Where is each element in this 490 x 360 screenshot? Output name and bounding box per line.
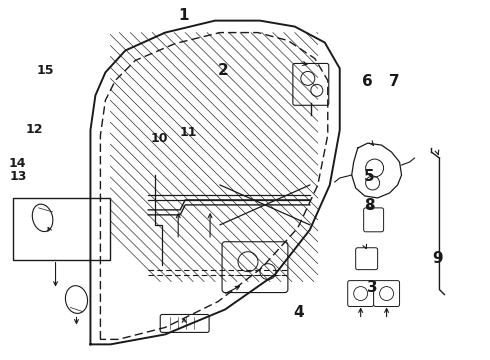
FancyBboxPatch shape xyxy=(293,63,329,105)
Text: 6: 6 xyxy=(362,74,372,89)
Text: 5: 5 xyxy=(364,169,375,184)
Text: 2: 2 xyxy=(218,63,228,78)
FancyBboxPatch shape xyxy=(364,208,384,232)
Text: 7: 7 xyxy=(389,74,399,89)
FancyBboxPatch shape xyxy=(222,242,288,293)
FancyBboxPatch shape xyxy=(356,248,378,270)
FancyBboxPatch shape xyxy=(160,315,209,332)
Text: 8: 8 xyxy=(364,198,375,213)
Text: 3: 3 xyxy=(367,280,377,295)
Ellipse shape xyxy=(32,204,53,231)
Text: 9: 9 xyxy=(433,251,443,266)
Text: 12: 12 xyxy=(25,123,43,136)
FancyBboxPatch shape xyxy=(348,280,374,306)
Text: 13: 13 xyxy=(9,170,26,183)
Ellipse shape xyxy=(65,286,88,314)
FancyBboxPatch shape xyxy=(374,280,399,306)
Text: 11: 11 xyxy=(180,126,197,139)
Text: 4: 4 xyxy=(294,305,304,320)
Text: 15: 15 xyxy=(37,64,54,77)
Bar xyxy=(13,198,110,260)
Text: 1: 1 xyxy=(179,8,189,23)
Text: 10: 10 xyxy=(151,132,168,145)
Text: 14: 14 xyxy=(9,157,26,170)
